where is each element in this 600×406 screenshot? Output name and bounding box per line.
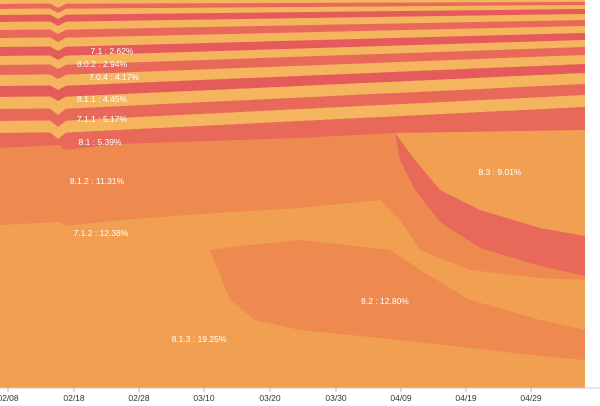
band-label-7-1: 7.1 : 2.62% xyxy=(90,46,133,56)
band-7-1-2 xyxy=(0,200,585,330)
band-stripe-11 xyxy=(0,64,585,101)
band-8-3-lower xyxy=(395,133,585,276)
band-stripe-5 xyxy=(0,20,585,42)
band-stripe-4 xyxy=(0,14,585,34)
band-stripe-3 xyxy=(0,9,585,26)
band-stripe-6 xyxy=(0,26,585,51)
band-8-1-3 xyxy=(0,250,585,388)
chart-bands xyxy=(0,0,585,388)
x-axis-ticks: 02/08 02/18 02/28 03/10 03/20 03/30 04/09 04/19… xyxy=(0,388,542,403)
band-label-8-3: 8.3 : 9.01% xyxy=(478,167,521,177)
x-tick-label: 04/19 xyxy=(455,393,477,403)
band-stripe-10 xyxy=(0,55,585,90)
band-8-2 xyxy=(210,240,585,360)
band-stripe-7 xyxy=(0,33,585,60)
band-stripe-14 xyxy=(0,95,585,139)
x-tick-label: 02/08 xyxy=(0,393,19,403)
band-label-7-1-1: 7.1.1 : 5.17% xyxy=(77,114,128,124)
band-stripe-13 xyxy=(0,84,585,127)
band-label-8-1-1: 8.1.1 : 4.45% xyxy=(77,94,128,104)
band-label-8-0-2: 8.0.2 : 2.94% xyxy=(77,59,128,69)
band-8-1 xyxy=(0,107,585,150)
band-label-7-1-2: 7.1.2 : 12.38% xyxy=(74,228,129,238)
band-stripe-2 xyxy=(0,5,585,19)
x-tick-label: 04/29 xyxy=(520,393,542,403)
band-label-8-1-3: 8.1.3 : 19.25% xyxy=(172,334,227,344)
band-labels: 7.1 : 2.62% 8.0.2 : 2.94% 7.0.4 : 4.17% 8.1… xyxy=(70,46,522,344)
band-label-8-2: 8.2 : 12.80% xyxy=(361,296,409,306)
x-tick-label: 03/10 xyxy=(193,393,215,403)
band-8-3 xyxy=(395,130,585,236)
band-label-7-0-4: 7.0.4 : 4.17% xyxy=(89,72,140,82)
x-tick-label: 03/20 xyxy=(259,393,281,403)
band-stripe-8 xyxy=(0,40,585,69)
band-stripe-1 xyxy=(0,2,585,13)
x-tick-label: 02/28 xyxy=(128,393,150,403)
band-label-8-1-2: 8.1.2 : 11.31% xyxy=(70,176,125,186)
band-stripe-0 xyxy=(0,0,585,8)
band-stripe-12 xyxy=(0,73,585,115)
band-stripe-9 xyxy=(0,47,585,79)
band-label-8-1: 8.1 : 5.39% xyxy=(78,137,121,147)
x-tick-label: 04/09 xyxy=(390,393,412,403)
x-tick-label: 03/30 xyxy=(325,393,347,403)
x-tick-label: 02/18 xyxy=(63,393,85,403)
